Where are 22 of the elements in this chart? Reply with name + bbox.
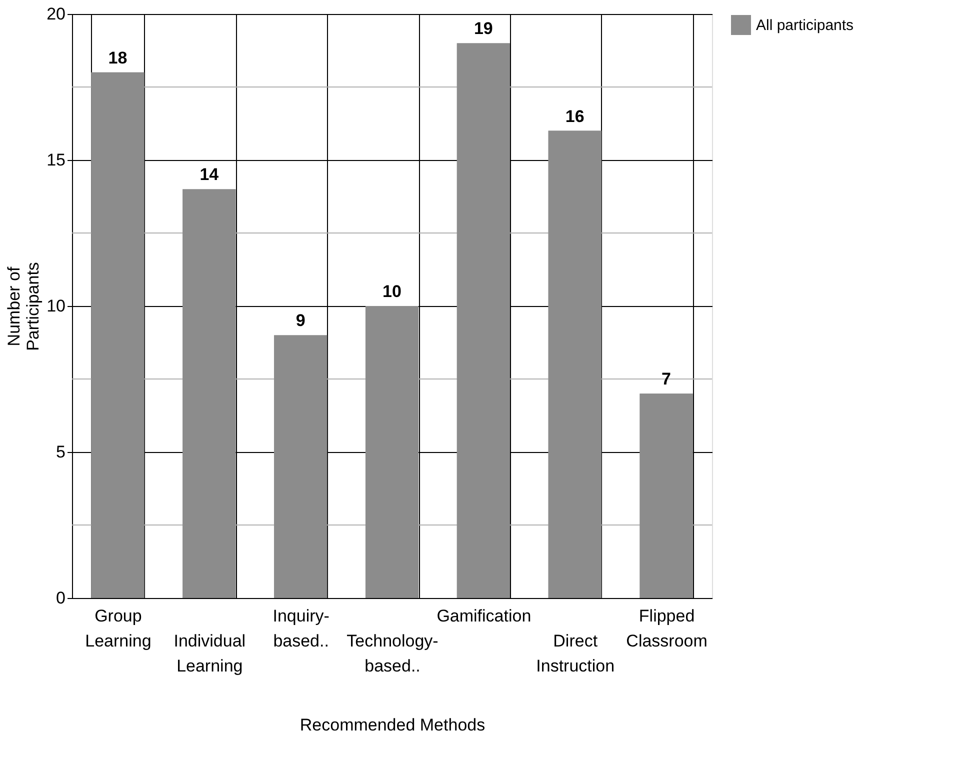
data-label: 19 bbox=[474, 19, 493, 38]
x-tick-label: Inquiry-based.. bbox=[272, 606, 330, 650]
y-tick-label: 0 bbox=[56, 588, 66, 608]
legend-label: All participants bbox=[756, 17, 854, 34]
x-tick-label: Flipped Classroom bbox=[626, 606, 708, 650]
x-tick-label: Group Learning bbox=[85, 606, 152, 650]
x-tick-label: Direct Instruction bbox=[536, 632, 615, 676]
y-tick-label: 15 bbox=[46, 150, 66, 170]
data-label: 14 bbox=[200, 165, 220, 184]
data-label: 9 bbox=[296, 311, 306, 330]
y-tick-label: 20 bbox=[46, 4, 66, 24]
y-axis-title: Number of Participants bbox=[4, 262, 43, 351]
y-tick-label: 5 bbox=[56, 442, 66, 462]
data-label: 7 bbox=[662, 370, 672, 389]
x-tick-label: Gamification bbox=[436, 606, 532, 626]
x-tick-label: Technology-based.. bbox=[346, 632, 438, 676]
x-tick-label: Individual Learning bbox=[174, 632, 246, 676]
x-axis-title: Recommended Methods bbox=[300, 716, 486, 734]
data-label: 18 bbox=[108, 48, 128, 68]
y-tick-label: 10 bbox=[46, 296, 66, 316]
data-label: 16 bbox=[565, 106, 584, 126]
data-label: 10 bbox=[382, 282, 402, 301]
